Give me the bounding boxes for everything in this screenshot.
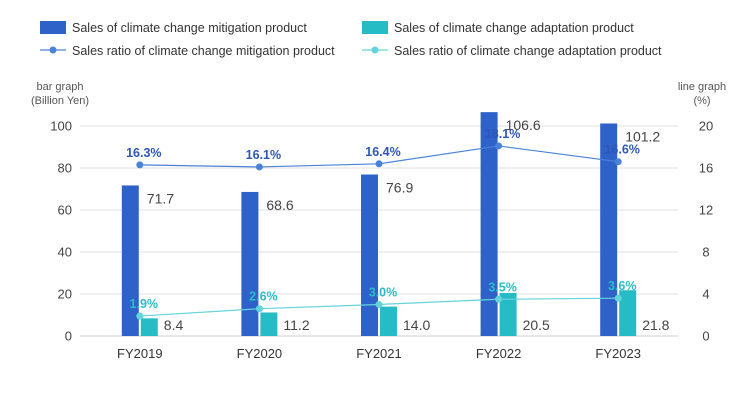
point-label-adaptation-ratio: 3.5% [488, 280, 517, 294]
bar-label-mitigation: 101.2 [625, 128, 660, 144]
right-axis-title-line1: line graph [678, 81, 726, 93]
left-tick-label: 60 [58, 203, 72, 218]
legend-swatch-adaptation-sales [362, 21, 388, 34]
bar-label-adaptation: 14.0 [403, 317, 430, 333]
left-tick-label: 0 [65, 329, 72, 344]
point-label-adaptation-ratio: 1.9% [130, 297, 159, 311]
point-adaptation-ratio [255, 305, 263, 313]
x-tick-label: FY2023 [595, 346, 641, 361]
bar-adaptation [140, 318, 158, 336]
left-tick-label: 100 [50, 119, 72, 134]
point-mitigation-ratio [136, 161, 144, 169]
legend-marker-adaptation-ratio [371, 46, 379, 54]
bar-mitigation [600, 123, 618, 336]
point-adaptation-ratio [495, 295, 503, 303]
right-tick-label: 16 [699, 161, 713, 176]
point-label-adaptation-ratio: 3.0% [369, 286, 398, 300]
lines: 16.3% 16.1% 16.4% 18.1% 16.6% 1.9% 2.6% 3.0% 3.5… [126, 127, 640, 320]
point-mitigation-ratio [495, 142, 503, 150]
bar-label-mitigation: 68.6 [266, 197, 293, 213]
bar-label-mitigation: 71.7 [147, 190, 174, 206]
point-mitigation-ratio [614, 158, 622, 166]
bar-label-mitigation: 76.9 [386, 180, 413, 196]
point-label-adaptation-ratio: 3.6% [608, 279, 637, 293]
bar-mitigation [241, 191, 259, 336]
x-tick-label: FY2019 [117, 346, 163, 361]
x-axis: FY2019 FY2020 FY2021 FY2022 FY2023 [117, 346, 641, 361]
legend-swatch-mitigation-sales [40, 21, 66, 34]
point-mitigation-ratio [375, 160, 383, 168]
point-mitigation-ratio [255, 163, 263, 171]
right-axis-title-line2: (%) [693, 95, 710, 107]
point-label-mitigation-ratio: 16.6% [604, 143, 639, 157]
bars: 71.7 8.4 68.6 11.2 76.9 14.0 106.6 20.5 101.2 21.… [121, 112, 670, 336]
bar-label-adaptation: 11.2 [283, 317, 309, 333]
right-tick-label: 0 [702, 329, 709, 344]
legend-label-adaptation-sales: Sales of climate change adaptation produ… [394, 21, 634, 35]
point-label-mitigation-ratio: 16.4% [365, 145, 400, 159]
left-tick-label: 20 [58, 287, 72, 302]
bar-adaptation [380, 306, 397, 336]
right-tick-label: 20 [699, 119, 713, 134]
x-tick-label: FY2021 [356, 346, 402, 361]
point-adaptation-ratio [614, 294, 622, 302]
x-tick-label: FY2020 [237, 346, 283, 361]
bar-label-adaptation: 8.4 [164, 317, 184, 333]
legend: Sales of climate change mitigation produ… [40, 21, 662, 58]
right-axis: line graph (%) 0 4 8 12 16 20 [678, 81, 726, 344]
bar-label-mitigation: 106.6 [506, 117, 541, 133]
right-tick-label: 8 [702, 245, 709, 260]
point-label-adaptation-ratio: 2.6% [249, 290, 278, 304]
point-label-mitigation-ratio: 16.3% [126, 146, 161, 160]
point-adaptation-ratio [375, 301, 383, 308]
left-tick-label: 80 [58, 161, 72, 176]
legend-label-adaptation-ratio: Sales ratio of climate change adaptation… [394, 44, 662, 58]
bar-adaptation [499, 292, 517, 336]
bar-mitigation [361, 174, 378, 336]
legend-label-mitigation-sales: Sales of climate change mitigation produ… [72, 21, 307, 35]
point-label-mitigation-ratio: 16.1% [246, 148, 281, 162]
point-label-mitigation-ratio: 18.1% [485, 127, 520, 141]
bar-adaptation [619, 290, 637, 336]
right-tick-label: 12 [699, 203, 713, 218]
gridlines [80, 125, 678, 337]
bar-mitigation [121, 185, 139, 336]
left-tick-label: 40 [58, 245, 72, 260]
bar-label-adaptation: 21.8 [642, 317, 669, 333]
legend-label-mitigation-ratio: Sales ratio of climate change mitigation… [72, 44, 335, 58]
right-tick-label: 4 [702, 287, 709, 302]
left-axis-title-line1: bar graph [36, 81, 83, 93]
bar-mitigation [480, 112, 498, 336]
left-axis-title-line2: (Billion Yen) [31, 95, 89, 107]
bar-adaptation [260, 312, 278, 336]
left-axis: bar graph (Billion Yen) 0 20 40 60 80 100 [31, 81, 89, 344]
bar-label-adaptation: 20.5 [523, 317, 550, 333]
point-adaptation-ratio [136, 312, 144, 320]
x-tick-label: FY2022 [476, 346, 522, 361]
legend-marker-mitigation-ratio [49, 46, 57, 54]
